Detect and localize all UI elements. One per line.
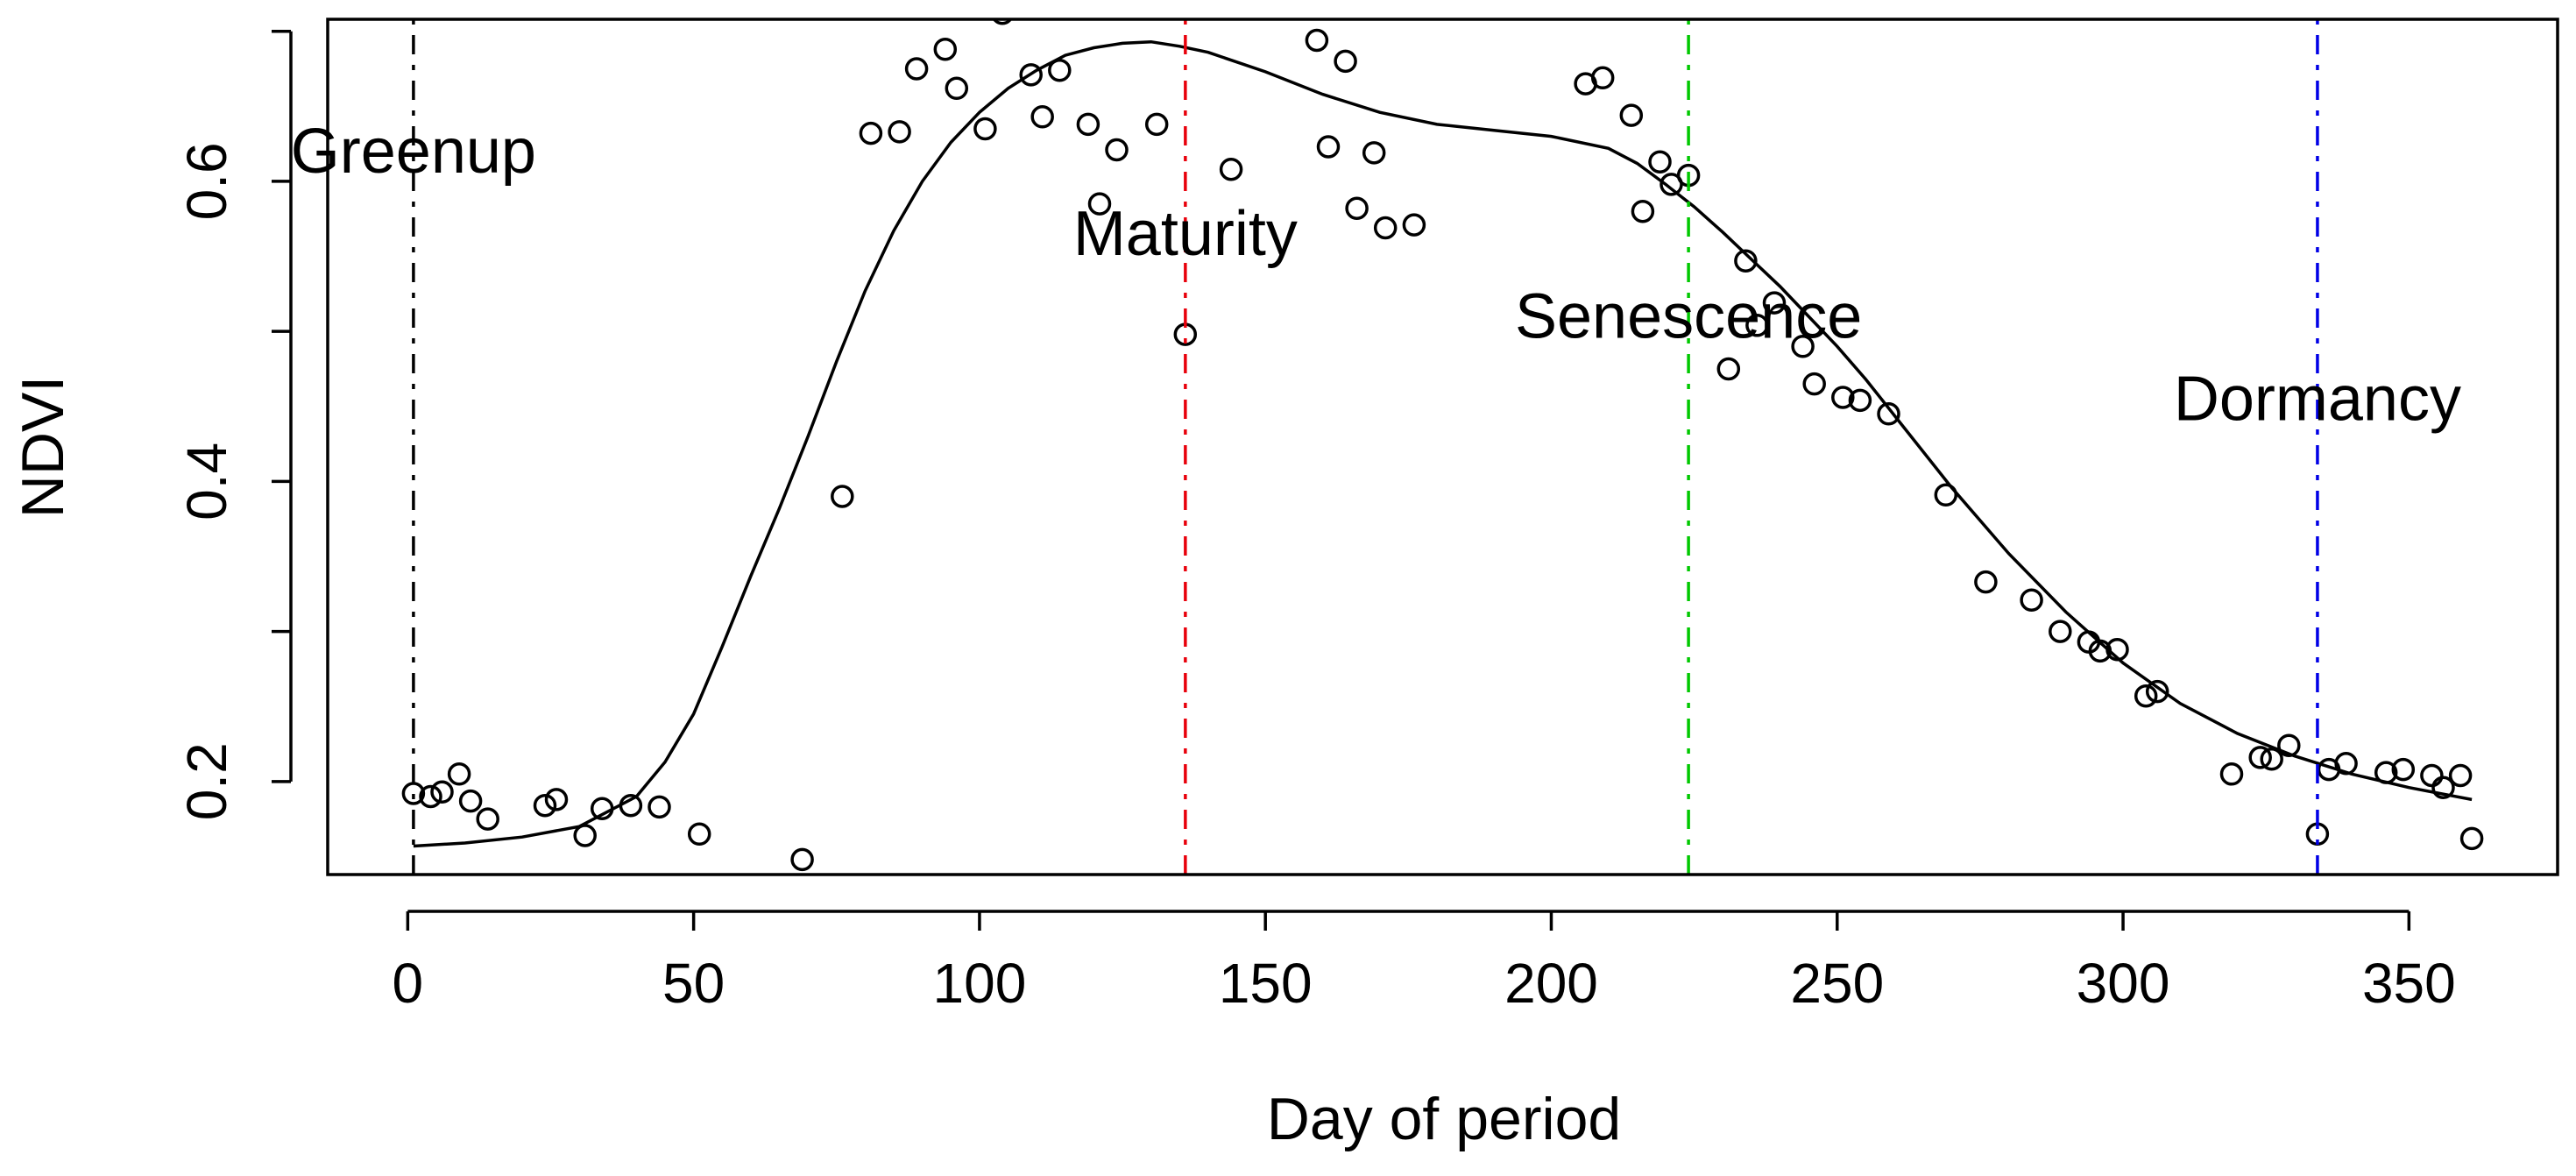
data-point xyxy=(2049,620,2072,643)
data-point xyxy=(1831,386,1855,409)
data-point xyxy=(1716,357,1741,381)
y-tick-label: 0.2 xyxy=(175,742,238,820)
phase-label-greenup: Greenup xyxy=(291,117,536,187)
data-point xyxy=(1219,157,1243,181)
phase-lines xyxy=(412,19,2319,875)
y-tick-label: 0.6 xyxy=(175,142,238,220)
data-point xyxy=(533,793,557,818)
data-point xyxy=(476,807,499,831)
data-point xyxy=(2431,776,2455,799)
data-point xyxy=(831,485,854,508)
x-tick-label: 0 xyxy=(393,952,424,1015)
data-point xyxy=(992,19,1013,25)
data-point xyxy=(2134,684,2158,708)
data-point xyxy=(1048,58,1072,82)
data-point xyxy=(1087,192,1112,216)
data-point xyxy=(401,782,426,805)
data-point xyxy=(619,793,643,818)
data-point xyxy=(2334,752,2358,776)
x-tick-label: 250 xyxy=(1790,952,1884,1015)
data-point xyxy=(1631,199,1655,223)
data-point xyxy=(2105,637,2129,662)
data-point xyxy=(1848,388,1872,413)
data-point xyxy=(447,762,471,786)
data-point xyxy=(2448,763,2473,788)
data-point xyxy=(1619,103,1644,127)
data-point xyxy=(859,121,883,145)
phase-labels: Greenup Maturity Senescence Dormancy xyxy=(291,117,2461,435)
data-point xyxy=(687,822,711,847)
y-tick-label: 0.4 xyxy=(175,443,238,521)
y-axis: 0.2 0.4 0.6 xyxy=(175,29,293,820)
data-point xyxy=(419,784,442,809)
data-point xyxy=(2374,761,2398,784)
data-point xyxy=(973,117,997,141)
x-tick-label: 300 xyxy=(2077,952,2170,1015)
x-tick-label: 350 xyxy=(2362,952,2456,1015)
data-point xyxy=(1762,291,1787,315)
data-point xyxy=(1305,28,1329,53)
data-point xyxy=(458,789,483,813)
plot-frame xyxy=(326,18,2559,876)
data-point xyxy=(1877,402,1900,426)
x-axis-label: Day of period xyxy=(1267,1086,1621,1152)
data-point xyxy=(1934,483,1958,507)
data-point xyxy=(2459,826,2484,851)
data-point xyxy=(1334,49,1357,74)
data-point xyxy=(1483,19,1494,21)
data-point xyxy=(2248,746,2272,769)
data-point xyxy=(2420,763,2444,788)
x-tick-label: 100 xyxy=(933,952,1027,1015)
data-point xyxy=(1362,141,1386,165)
data-point xyxy=(430,780,454,804)
x-tick-label: 150 xyxy=(1219,952,1313,1015)
phase-label-maturity: Maturity xyxy=(1073,199,1298,269)
data-point xyxy=(2277,733,2301,757)
data-point xyxy=(1745,314,1769,337)
data-point xyxy=(590,797,614,820)
data-point xyxy=(1105,138,1129,162)
data-point xyxy=(2020,588,2043,612)
data-layer xyxy=(401,19,2484,872)
data-point xyxy=(888,120,911,144)
data-point xyxy=(790,847,814,872)
data-point xyxy=(573,824,597,847)
data-point xyxy=(2260,747,2283,771)
data-point xyxy=(1019,63,1043,87)
phase-label-senescence: Senescence xyxy=(1515,281,1862,351)
data-point xyxy=(945,76,969,101)
data-point xyxy=(1590,66,1615,90)
data-point xyxy=(1144,112,1169,137)
data-point xyxy=(1030,105,1054,129)
y-axis-label: NDVI xyxy=(10,376,76,518)
data-point xyxy=(1802,372,1826,396)
data-point xyxy=(2145,679,2169,704)
data-point xyxy=(904,57,929,81)
data-point xyxy=(1316,135,1341,159)
data-point xyxy=(1345,196,1369,220)
data-point xyxy=(1734,249,1758,273)
data-point xyxy=(1648,150,1672,174)
fitted-curve xyxy=(413,39,2473,848)
data-point xyxy=(544,788,569,811)
data-point xyxy=(1974,570,1998,594)
data-point xyxy=(1402,213,1426,237)
data-point xyxy=(2391,757,2416,782)
data-point xyxy=(1791,335,1815,358)
data-point xyxy=(933,37,958,61)
data-point xyxy=(2088,639,2112,663)
phase-label-dormancy: Dormancy xyxy=(2174,364,2461,434)
data-point xyxy=(1076,112,1100,137)
x-axis: 0 50 100 150 200 250 300 350 xyxy=(393,910,2456,1015)
data-point xyxy=(2219,762,2244,786)
data-point xyxy=(648,795,671,819)
data-point xyxy=(1373,216,1398,240)
x-tick-label: 200 xyxy=(1504,952,1598,1015)
x-tick-label: 50 xyxy=(662,952,725,1015)
